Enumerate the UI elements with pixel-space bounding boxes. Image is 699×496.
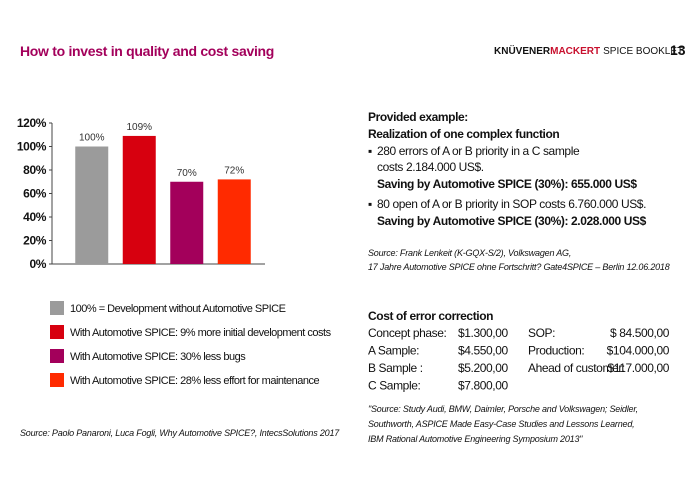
cost-cell: C Sample: (368, 379, 420, 393)
bar (217, 179, 251, 264)
item-line: costs 2.184.000 US$. (377, 160, 484, 174)
y-tick-label: 120% (17, 116, 47, 130)
item-saving: Saving by Automotive SPICE (30%): 655.00… (377, 177, 637, 191)
chart: 0% 20% 40% 60% 80% 100% 120% 100% 109% 70% 72% 100%… (17, 116, 332, 387)
example-source: 17 Jahre Automotive SPICE ohne Fortschri… (368, 262, 670, 272)
bar (122, 135, 156, 264)
item-line: 280 errors of A or B priority in a C sam… (377, 144, 580, 158)
cost-cell: $117.000,00 (608, 361, 670, 375)
y-tick-label: 80% (23, 163, 47, 177)
value-label: 72% (224, 165, 244, 176)
example-subheading: Realization of one complex function (368, 127, 559, 141)
item-saving: Saving by Automotive SPICE (30%): 2.028.… (377, 214, 647, 228)
value-label: 109% (126, 122, 152, 133)
legend-label: With Automotive SPICE: 9% more initial d… (70, 327, 332, 339)
legend-label: 100% = Development without Automotive SP… (70, 303, 286, 315)
booklet: SPICE BOOKLET (603, 46, 683, 57)
cost-cell: $5.200,00 (458, 361, 509, 375)
y-tick-label: 60% (23, 187, 47, 201)
cost-source: IBM Rational Automotive Engineering Symp… (368, 434, 583, 444)
brand: KNÜVENERMACKERT SPICE BOOKLET (494, 44, 683, 57)
legend-swatch (50, 301, 64, 315)
value-label: 70% (177, 168, 197, 179)
page-number: 13 (670, 42, 686, 58)
cost-cell: $1.300,00 (458, 326, 509, 340)
legend-label: With Automotive SPICE: 30% less bugs (70, 351, 246, 363)
item-line: 80 open of A or B priority in SOP costs … (377, 197, 646, 211)
page-title: How to invest in quality and cost saving (20, 43, 274, 59)
y-tick-label: 0% (29, 257, 46, 271)
cost-source: "Source: Study Audi, BMW, Daimler, Porsc… (368, 404, 638, 414)
cost-cell: SOP: (528, 326, 555, 340)
bullet: ▪ (368, 144, 372, 158)
y-tick-label: 40% (23, 210, 47, 224)
y-tick-label: 20% (23, 234, 47, 248)
brand-first: KNÜVENER (494, 44, 551, 57)
cost-cell: A Sample: (368, 344, 419, 358)
cost-cell: $4.550,00 (458, 344, 509, 358)
legend-label: With Automotive SPICE: 28% less effort f… (70, 375, 320, 387)
bullet: ▪ (368, 197, 372, 211)
cost-cell: $104.000,00 (607, 344, 670, 358)
value-label: 100% (79, 133, 105, 144)
legend-swatch (50, 325, 64, 339)
legend-swatch (50, 349, 64, 363)
legend-swatch (50, 373, 64, 387)
cost-cell: B Sample : (368, 361, 423, 375)
y-tick-label: 100% (17, 140, 47, 154)
cost-cell: Ahead of customer: (528, 361, 625, 375)
bar (75, 146, 109, 264)
bar (170, 181, 204, 264)
example-heading: Provided example: (368, 110, 468, 124)
cost-cell: Concept phase: (368, 326, 447, 340)
cost-cell: $ 84.500,00 (610, 326, 670, 340)
cost-title: Cost of error correction (368, 309, 493, 323)
cost-cell: Production: (528, 344, 584, 358)
cost-cell: $7.800,00 (458, 379, 509, 393)
brand-second: MACKERT (550, 46, 600, 57)
example-source: Source: Frank Lenkeit (K-GQX-S/2), Volks… (368, 248, 571, 258)
cost-source: Southworth, ASPICE Made Easy-Case Studie… (368, 419, 634, 429)
chart-source: Source: Paolo Panaroni, Luca Fogli, Why … (20, 428, 340, 438)
cost-table: Concept phase: $1.300,00 SOP: $ 84.500,00 A … (368, 326, 670, 393)
